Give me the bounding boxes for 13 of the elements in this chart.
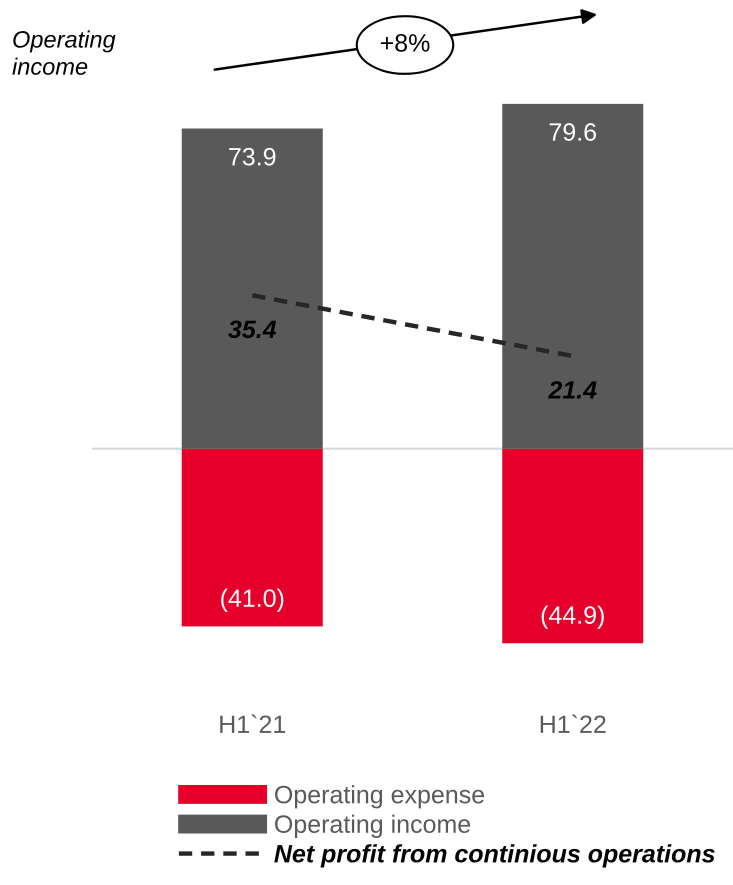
legend-label: Net profit from continious operations — [274, 844, 715, 868]
legend-label: Operating expense — [275, 785, 484, 808]
data-label: (44.9) — [542, 606, 604, 629]
data-label: 35.4 — [228, 320, 276, 338]
text: +8% — [380, 34, 430, 52]
data-label: 73.9 — [229, 148, 276, 166]
data-label: 21.4 — [548, 381, 597, 399]
legend-label: Operating income — [275, 814, 470, 838]
x-tick-label: H1`21 — [220, 714, 286, 733]
text: Operating income — [12, 30, 116, 75]
x-tick-label: H1`22 — [540, 714, 606, 733]
data-label: 79.6 — [550, 123, 596, 141]
data-label: (41.0) — [221, 588, 284, 612]
